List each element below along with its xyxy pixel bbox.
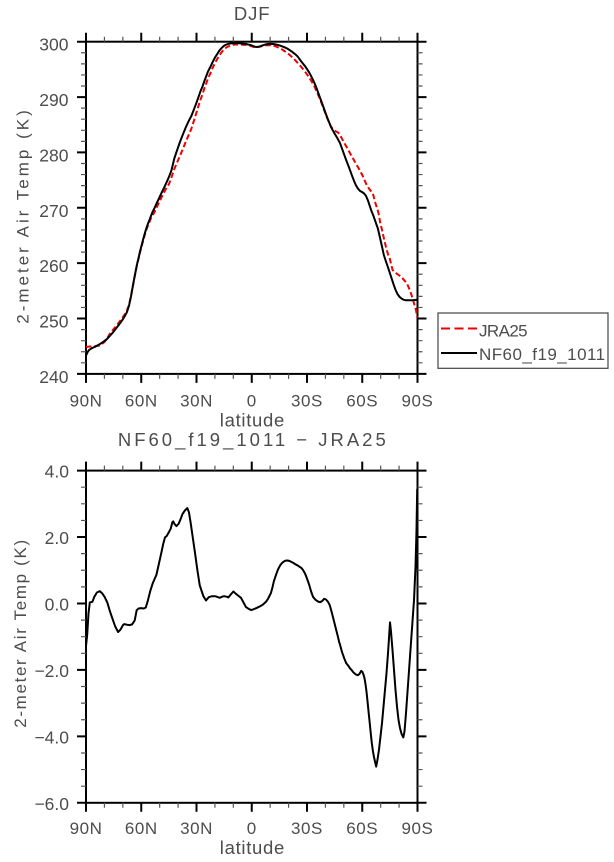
svg-text:280: 280 [39,145,68,165]
svg-text:−6.0: −6.0 [34,794,69,814]
svg-text:60N: 60N [125,392,158,411]
svg-text:90N: 90N [70,819,103,838]
svg-text:−4.0: −4.0 [34,727,69,747]
svg-text:30N: 30N [180,819,213,838]
svg-text:90S: 90S [402,392,434,411]
svg-text:−2.0: −2.0 [34,661,69,681]
svg-text:240: 240 [39,367,68,387]
svg-text:290: 290 [39,90,68,110]
svg-text:0: 0 [247,392,257,411]
svg-text:latitude: latitude [220,410,285,431]
svg-text:300: 300 [39,35,68,55]
svg-text:270: 270 [39,201,68,221]
svg-text:60S: 60S [346,819,378,838]
svg-text:90S: 90S [402,819,434,838]
svg-text:DJF: DJF [234,3,271,24]
svg-text:4.0: 4.0 [45,462,70,482]
svg-text:90N: 90N [70,392,103,411]
svg-text:NF60_f19_1011: NF60_f19_1011 [479,345,606,364]
svg-text:30S: 30S [291,819,323,838]
svg-text:30S: 30S [291,392,323,411]
svg-text:NF60_f19_1011 − JRA25: NF60_f19_1011 − JRA25 [118,429,389,451]
svg-text:JRA25: JRA25 [479,321,527,340]
svg-text:260: 260 [39,256,68,276]
svg-text:0.0: 0.0 [45,594,70,614]
svg-text:0: 0 [247,819,257,838]
svg-text:30N: 30N [180,392,213,411]
svg-text:2-meter Air Temp (K): 2-meter Air Temp (K) [14,107,33,324]
svg-text:latitude: latitude [220,837,285,858]
svg-text:60S: 60S [346,392,378,411]
svg-text:60N: 60N [125,819,158,838]
svg-text:250: 250 [39,312,68,332]
svg-text:2-meter Air Temp (K): 2-meter Air Temp (K) [11,538,30,728]
svg-text:2.0: 2.0 [45,528,70,548]
